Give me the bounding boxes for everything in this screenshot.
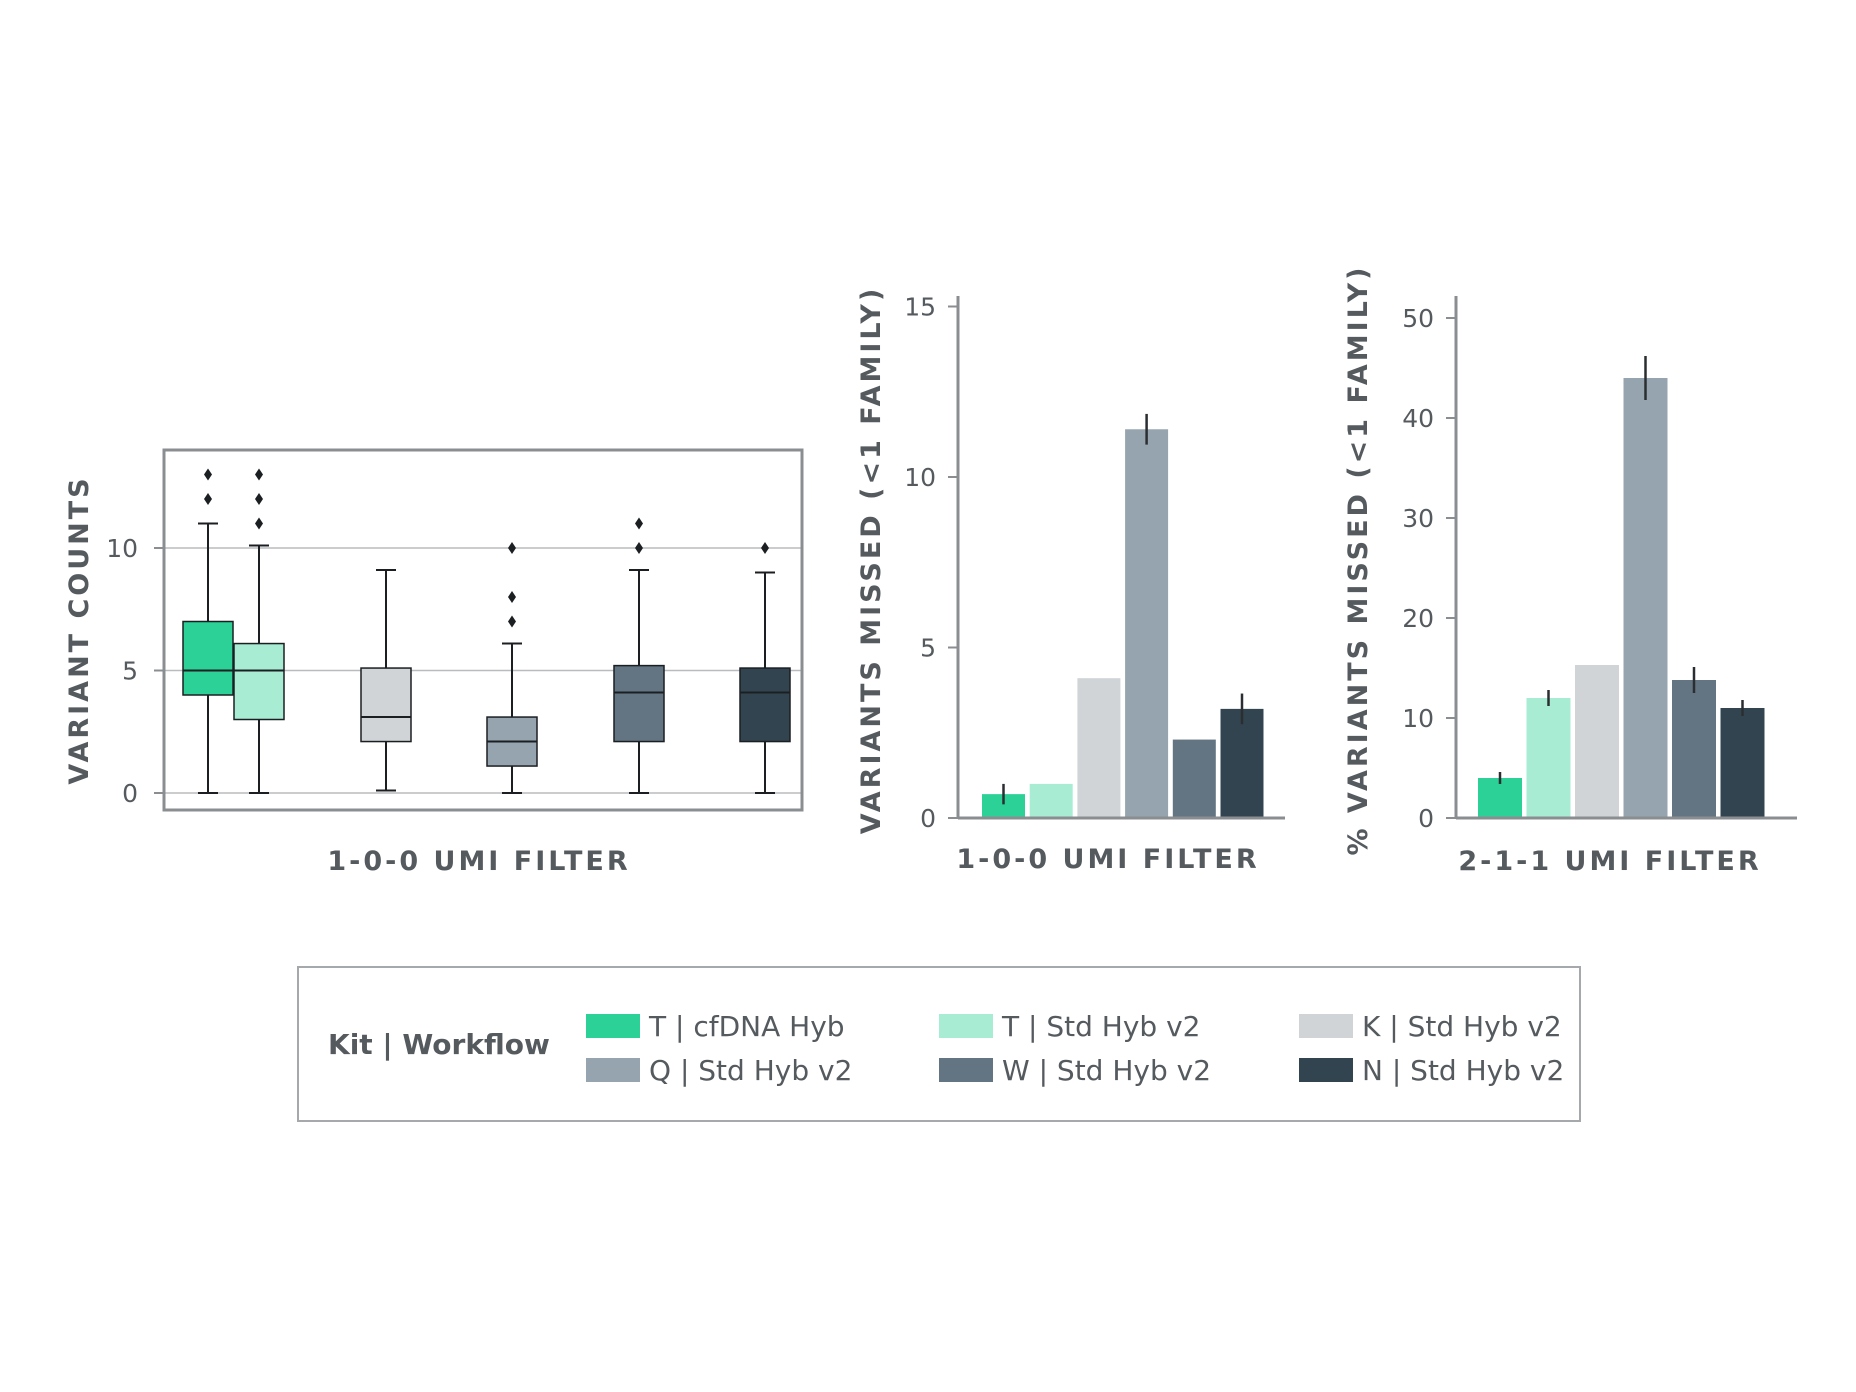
bar-chart-1-y-tick-label: 15: [904, 293, 936, 322]
bar-chart-1-bar-w-std-hyb-v2: [1172, 739, 1216, 818]
bar-chart-1-y-tick-label: 10: [904, 463, 936, 492]
bar-chart-2-x-axis-title: 2-1-1 UMI FILTER: [1458, 846, 1761, 877]
box-body: [233, 642, 285, 721]
box-outlier-point: [255, 468, 263, 481]
bar-chart-2-y-tick-label: 40: [1402, 404, 1434, 433]
legend-label: T | Std Hyb v2: [1001, 1010, 1200, 1043]
box-body: [739, 667, 791, 743]
bar-chart-1-y-ticks: 0 5 10 15: [904, 293, 958, 833]
legend-frame: [297, 966, 1581, 1122]
legend-label: W | Std Hyb v2: [1002, 1054, 1211, 1087]
box-outlier-point: [255, 493, 263, 505]
legend-item-t-cfdna-hyb: T | cfDNA Hyb: [586, 1010, 845, 1043]
bar-chart-2-panel: 0 10 20 30 40 50 % VARIANTS MISSED (<1 FAMILY…: [1343, 264, 1797, 877]
box-body: [360, 667, 412, 743]
bar-chart-1-y-tick-label: 0: [920, 804, 936, 833]
box-q-std-hyb-v2: [486, 542, 538, 794]
legend-swatch: [586, 1014, 640, 1038]
bar-chart-2-marks: [1478, 356, 1765, 818]
box-plot-panel: 0 5 10 VARIANT COUNTS 1-0-0 UMI FILTER: [64, 448, 804, 877]
box-plot-y-tick-label: 10: [106, 534, 138, 563]
box-t-cfdna-hyb: [182, 468, 234, 794]
box-plot-y-ticks: 0 5 10: [106, 534, 164, 808]
legend-item-w-std-hyb-v2: W | Std Hyb v2: [939, 1054, 1211, 1087]
box-outlier-point: [508, 615, 516, 628]
box-w-std-hyb-v2: [613, 517, 665, 794]
box-plot-y-tick-label: 0: [122, 779, 138, 808]
bar-chart-1-y-tick-label: 5: [920, 634, 936, 663]
legend-label: N | Std Hyb v2: [1362, 1054, 1564, 1087]
bar-chart-2-bar-t-cfdna-hyb: [1478, 778, 1522, 818]
bar-chart-1-bar-n-std-hyb-v2: [1220, 708, 1264, 818]
bar-chart-1-panel: 0 5 10 15 VARIANTS MISSED (<1 FAMILY) 1-0-0…: [856, 286, 1285, 875]
bar-chart-1-bar-t-cfdna-hyb: [982, 794, 1025, 818]
bar-chart-1-bar-k-std-hyb-v2: [1077, 678, 1121, 818]
bar-chart-2-y-tick-label: 50: [1402, 304, 1434, 333]
legend-swatch: [586, 1058, 640, 1082]
legend-swatch: [1299, 1058, 1353, 1082]
box-outlier-point: [761, 542, 769, 554]
bar-chart-2-bar-t-std-hyb-v2: [1526, 698, 1571, 818]
box-body: [182, 620, 234, 696]
bar-chart-1-y-axis-title: VARIANTS MISSED (<1 FAMILY): [856, 286, 887, 835]
box-plot-frame: [162, 448, 804, 812]
box-plot-x-axis-title: 1-0-0 UMI FILTER: [327, 846, 630, 877]
box-k-std-hyb-v2: [360, 569, 412, 792]
box-plot-y-axis-title: VARIANT COUNTS: [64, 475, 95, 784]
legend-swatch: [939, 1014, 993, 1038]
legend-items: T | cfDNA Hyb T | Std Hyb v2 K | Std Hyb v…: [586, 1010, 1564, 1087]
box-outlier-point: [204, 468, 212, 481]
box-outlier-point: [635, 517, 643, 530]
box-plot-y-tick-label: 5: [122, 657, 138, 686]
box-outlier-point: [508, 591, 516, 603]
legend: Kit | Workflow T | cfDNA Hyb T | Std Hyb …: [297, 966, 1581, 1122]
legend-swatch: [939, 1058, 993, 1082]
legend-title: Kit | Workflow: [328, 1028, 550, 1061]
box-outlier-point: [508, 542, 516, 554]
bar-chart-2-y-ticks: 0 10 20 30 40 50: [1402, 304, 1456, 833]
legend-item-t-std-hyb-v2: T | Std Hyb v2: [939, 1010, 1200, 1043]
bar-chart-1-marks: [982, 413, 1264, 818]
legend-item-q-std-hyb-v2: Q | Std Hyb v2: [586, 1054, 852, 1087]
legend-label: Q | Std Hyb v2: [649, 1054, 852, 1087]
bar-chart-1-bar-q-std-hyb-v2: [1125, 429, 1169, 818]
bar-chart-1-bar-t-std-hyb-v2: [1029, 783, 1073, 818]
box-outlier-point: [635, 542, 643, 554]
bar-chart-2-bar-w-std-hyb-v2: [1672, 680, 1716, 818]
box-body: [613, 664, 665, 743]
box-outlier-point: [255, 517, 263, 530]
legend-label: T | cfDNA Hyb: [648, 1010, 845, 1043]
bar-chart-2-y-tick-label: 10: [1402, 704, 1434, 733]
box-t-std-hyb-v2: [233, 468, 285, 794]
box-n-std-hyb-v2: [739, 542, 791, 794]
bar-chart-2-y-tick-label: 0: [1418, 804, 1434, 833]
bar-chart-1-x-axis-title: 1-0-0 UMI FILTER: [956, 844, 1259, 875]
bar-chart-2-bar-k-std-hyb-v2: [1575, 665, 1619, 818]
box-outlier-point: [204, 493, 212, 505]
legend-label: K | Std Hyb v2: [1362, 1010, 1562, 1043]
bar-chart-2-y-tick-label: 20: [1402, 604, 1434, 633]
legend-item-k-std-hyb-v2: K | Std Hyb v2: [1299, 1010, 1562, 1043]
bar-chart-2-y-axis-title: % VARIANTS MISSED (<1 FAMILY): [1343, 264, 1374, 855]
bar-chart-2-bar-q-std-hyb-v2: [1623, 378, 1668, 818]
legend-swatch: [1299, 1014, 1353, 1038]
bar-chart-2-y-tick-label: 30: [1402, 504, 1434, 533]
legend-item-n-std-hyb-v2: N | Std Hyb v2: [1299, 1054, 1564, 1087]
bar-chart-2-bar-n-std-hyb-v2: [1720, 708, 1765, 818]
box-plot-marks: [182, 468, 791, 794]
